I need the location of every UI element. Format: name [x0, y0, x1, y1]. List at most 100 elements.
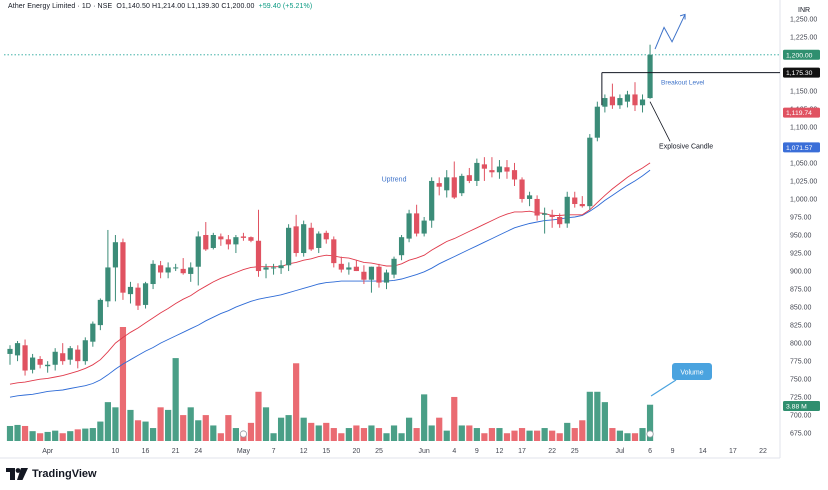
candle-body: [142, 283, 149, 305]
y-tick-label: 1,025.00: [790, 178, 817, 185]
volume-callout: [672, 363, 712, 380]
candle-body: [436, 183, 442, 187]
candle-body: [37, 358, 43, 365]
volume-bar: [488, 428, 496, 441]
event-marker: [239, 430, 248, 438]
y-tick-label: 1,150.00: [790, 88, 817, 95]
candle-body: [52, 351, 58, 365]
volume-bar: [586, 391, 593, 441]
volume-bar: [255, 391, 262, 441]
candle-body: [368, 266, 375, 280]
projection-arrow-head: [679, 13, 686, 20]
volume-bar: [217, 433, 224, 441]
volume-bar: [6, 425, 14, 441]
volume-bar: [44, 431, 51, 441]
volume-bar: [624, 433, 631, 441]
volume-bar: [428, 425, 435, 441]
x-tick-label: 24: [194, 448, 202, 455]
volume-bar: [262, 407, 270, 441]
x-tick-label: 9: [475, 448, 479, 455]
candle-body: [504, 167, 510, 172]
ema-fast-price-label-text: 1,119.74: [786, 110, 812, 117]
volume-bar: [398, 433, 405, 441]
y-tick-label: 700.00: [790, 413, 812, 420]
candle-body: [587, 137, 593, 207]
volume-bar: [526, 430, 533, 441]
x-tick-label: 6: [648, 448, 652, 455]
candle-body: [225, 239, 231, 245]
candle-body: [278, 265, 284, 269]
candle-body: [451, 177, 457, 198]
breakout-annotation: Breakout Level: [661, 80, 705, 87]
candle-body: [233, 237, 239, 245]
volume-bar: [353, 425, 360, 441]
symbol-title[interactable]: Ather Energy Limited · 1D · NSE: [8, 3, 113, 10]
volume-bar: [180, 415, 187, 441]
volume-bar: [534, 430, 541, 441]
volume-bar: [149, 428, 157, 441]
x-tick-label: 4: [452, 448, 456, 455]
y-tick-label: 800.00: [790, 341, 812, 348]
candle-body: [353, 266, 359, 272]
volume-bar: [421, 394, 428, 441]
x-tick-label: 10: [112, 448, 120, 455]
x-tick-label: 25: [375, 448, 383, 455]
candle-body: [286, 227, 292, 266]
candle-body: [105, 267, 111, 302]
volume-bar: [157, 407, 164, 441]
volume-bar: [390, 425, 398, 441]
volume-bar: [82, 428, 89, 441]
tradingview-logo[interactable]: TradingView: [6, 466, 97, 482]
candle-body: [338, 263, 344, 270]
ema-slow-price-label-box: [783, 142, 820, 153]
candle-body: [564, 196, 570, 224]
x-tick-label: 7: [272, 448, 276, 455]
candle-body: [414, 213, 420, 234]
x-tick-label: 12: [496, 448, 504, 455]
volume-bar: [330, 428, 337, 441]
volume-bar: [405, 417, 413, 441]
x-tick-label: 9: [671, 448, 675, 455]
volume-bar: [594, 391, 601, 441]
x-tick-label: 14: [699, 448, 707, 455]
x-tick-label: 12: [300, 448, 308, 455]
volume-bar: [202, 415, 209, 441]
volume-bar: [631, 433, 639, 441]
candle-body: [526, 195, 533, 199]
volume-bar: [308, 422, 315, 441]
volume-bar: [503, 433, 511, 441]
candle-body: [210, 235, 216, 248]
currency-label: INR: [798, 7, 810, 14]
candle-body: [97, 299, 103, 326]
volume-bar: [413, 428, 420, 441]
volume-bar: [368, 425, 375, 441]
candle-body: [60, 353, 66, 362]
candle-body: [459, 175, 465, 194]
symbol-header: Ather Energy Limited · 1D · NSE O1,140.5…: [8, 3, 312, 10]
y-tick-label: 675.00: [790, 431, 812, 438]
ema-fast-line: [9, 162, 651, 385]
candle-body: [579, 204, 585, 207]
x-tick-label: Apr: [42, 448, 54, 455]
candle-body: [602, 98, 608, 107]
volume-bar: [225, 415, 232, 441]
candle-body: [429, 180, 435, 221]
volume-bar: [360, 428, 368, 441]
candle-body: [301, 224, 307, 254]
candle-body: [609, 96, 615, 106]
candle-body: [150, 263, 156, 285]
candle-body: [496, 166, 503, 173]
candle-body: [481, 164, 487, 169]
candle-body: [165, 267, 171, 273]
candle-body: [617, 98, 623, 106]
x-tick-label: May: [237, 448, 251, 455]
candle-body: [270, 267, 277, 269]
candle-body: [248, 237, 254, 241]
x-tick-label: Jun: [419, 448, 430, 455]
candle-body: [421, 220, 427, 234]
candle-body: [383, 272, 390, 283]
volume-bar: [518, 428, 526, 441]
x-tick-label: 17: [518, 448, 526, 455]
volume-bar: [601, 402, 608, 441]
